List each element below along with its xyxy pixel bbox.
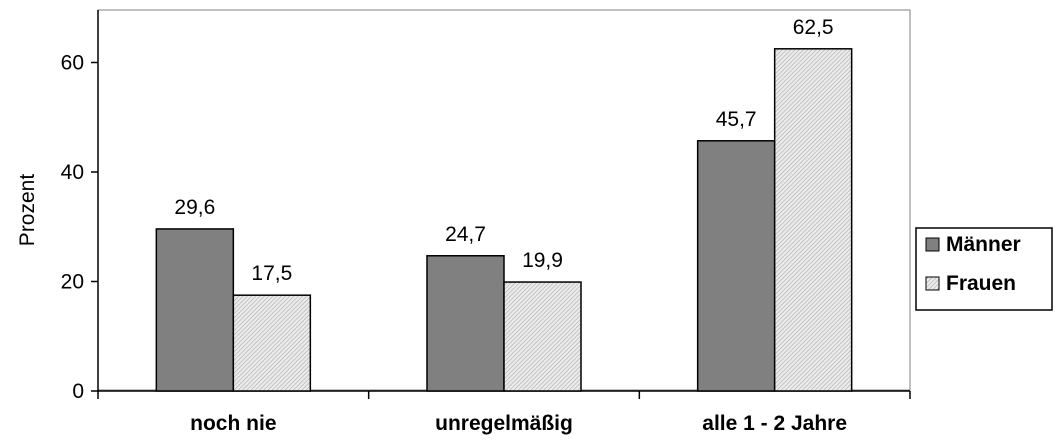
data-label: 17,5 <box>251 262 292 285</box>
category-labels: noch nie unregelmäßig alle 1 - 2 Jahre <box>190 412 847 435</box>
legend-swatch-maenner <box>926 238 939 251</box>
x-ticks <box>98 391 910 399</box>
data-label: 62,5 <box>793 16 834 39</box>
legend-label-maenner: Männer <box>946 233 1021 256</box>
bar-maenner <box>427 256 504 391</box>
bar-frauen <box>775 49 852 391</box>
y-tick-label: 20 <box>61 271 84 294</box>
data-label: 45,7 <box>716 108 757 131</box>
data-label: 29,6 <box>174 196 215 219</box>
y-ticks: 0 20 40 60 <box>61 52 98 404</box>
y-tick-label: 40 <box>61 161 84 184</box>
legend: Männer Frauen <box>916 228 1052 310</box>
bar-maenner <box>698 141 775 391</box>
category-label: unregelmäßig <box>435 412 573 435</box>
y-tick-label: 0 <box>72 380 84 403</box>
bar-frauen <box>233 295 310 391</box>
legend-swatch-frauen <box>926 277 939 290</box>
bar-frauen <box>504 282 581 391</box>
bars: 29,6 24,7 45,7 17,5 19,9 62,5 <box>156 16 851 391</box>
legend-label-frauen: Frauen <box>946 272 1016 295</box>
data-label: 19,9 <box>522 249 563 272</box>
category-label: alle 1 - 2 Jahre <box>702 412 847 435</box>
category-label: noch nie <box>190 412 276 435</box>
y-tick-label: 60 <box>61 52 84 75</box>
bar-maenner <box>156 229 233 391</box>
y-axis-title: Prozent <box>16 174 39 247</box>
data-label: 24,7 <box>445 223 486 246</box>
